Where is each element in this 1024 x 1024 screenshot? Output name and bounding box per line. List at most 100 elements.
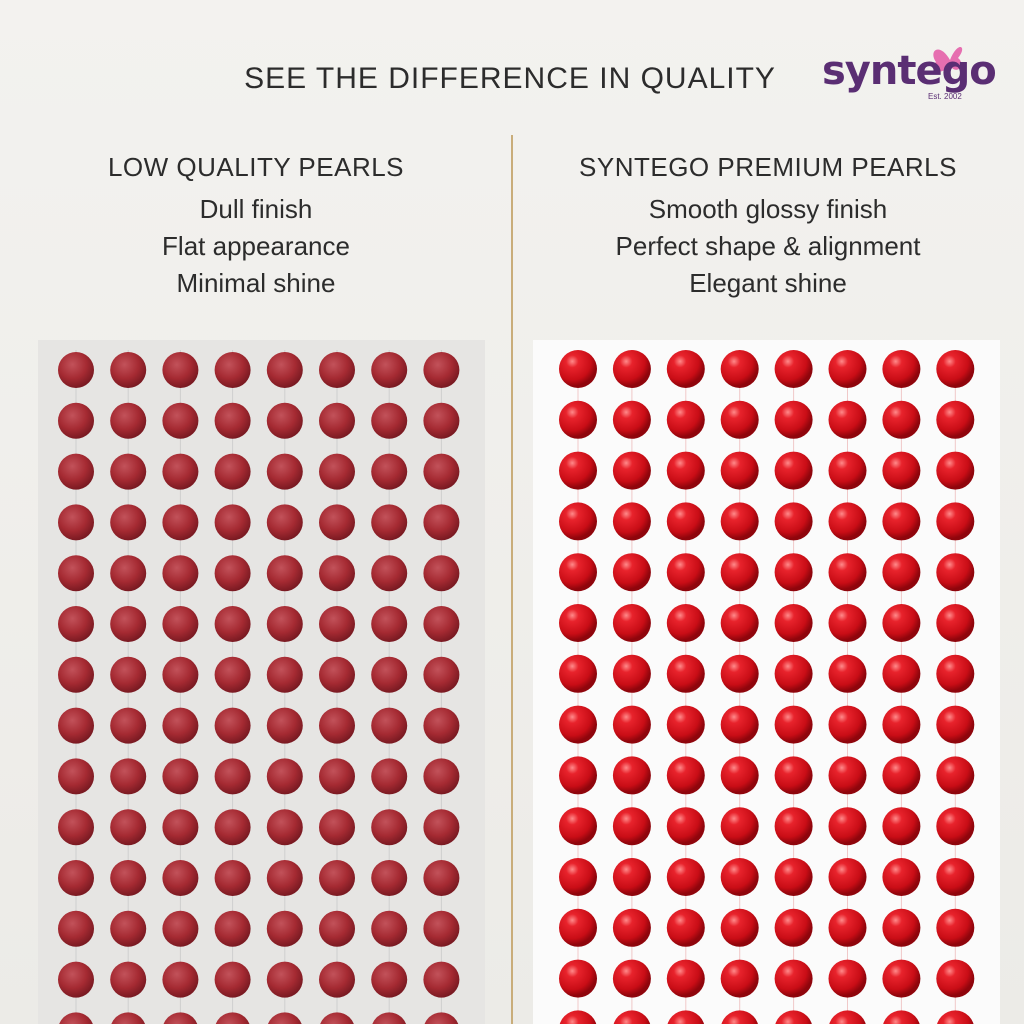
pearl <box>666 858 705 896</box>
feature: Perfect shape & alignment <box>615 231 921 261</box>
pearl <box>612 858 651 896</box>
pearl <box>214 402 251 439</box>
pearl <box>720 858 759 896</box>
pearl <box>319 352 355 388</box>
pearl <box>266 352 303 388</box>
pearl <box>882 959 921 998</box>
pearl <box>936 908 975 947</box>
pearl <box>666 654 705 693</box>
brand-logo: syntego <box>822 48 997 94</box>
left-column: LOW QUALITY PEARLS Dull finish Flat appe… <box>6 152 506 302</box>
pearl <box>162 707 199 744</box>
pearl <box>319 402 355 439</box>
pearl <box>372 1012 407 1024</box>
pearl <box>266 809 303 846</box>
pearl <box>720 502 759 541</box>
pearl <box>162 555 199 592</box>
pearl <box>612 756 651 795</box>
pearl <box>214 352 251 388</box>
pearl <box>214 606 251 642</box>
pearl <box>882 553 921 592</box>
pearl <box>371 606 408 642</box>
pearl <box>423 352 460 388</box>
pearl <box>214 504 251 541</box>
pearl <box>612 959 651 998</box>
pearl <box>162 656 199 693</box>
pearl <box>371 555 408 592</box>
pearl <box>215 1012 250 1024</box>
pearl <box>828 858 867 896</box>
pearl <box>774 858 813 896</box>
pearl <box>774 400 813 439</box>
pearl <box>58 504 94 541</box>
pearl <box>424 1012 459 1024</box>
pearl <box>266 758 303 795</box>
pearl <box>882 400 921 439</box>
pearl <box>267 1012 302 1024</box>
pearl <box>110 758 147 795</box>
pearl <box>559 451 597 490</box>
pearl <box>882 858 921 896</box>
pearl <box>162 961 199 998</box>
pearl <box>828 451 867 490</box>
pearl <box>666 756 705 795</box>
pearl <box>162 910 199 947</box>
pearl <box>774 604 813 642</box>
pearl <box>936 756 975 795</box>
pearl <box>720 350 759 388</box>
pearl <box>882 350 921 388</box>
pearl <box>666 807 705 846</box>
pearl <box>423 860 460 896</box>
pearl <box>110 910 147 947</box>
pearl <box>559 807 597 846</box>
pearl <box>720 604 759 642</box>
pearl <box>666 502 705 541</box>
pearl <box>720 451 759 490</box>
pearl <box>936 604 975 642</box>
pearl <box>559 705 597 744</box>
pearl <box>371 910 408 947</box>
pearl <box>720 705 759 744</box>
pearl <box>937 1010 974 1024</box>
pearl <box>266 453 303 490</box>
pearl <box>423 961 460 998</box>
pearl <box>720 553 759 592</box>
pearl <box>612 807 651 846</box>
pearl <box>423 606 460 642</box>
pearl <box>266 606 303 642</box>
pearl <box>423 402 460 439</box>
pearl <box>266 402 303 439</box>
pearl <box>214 809 251 846</box>
pearl <box>936 400 975 439</box>
pearl <box>559 350 597 388</box>
pearl <box>110 555 147 592</box>
pearl <box>559 908 597 947</box>
pearl <box>936 553 975 592</box>
pearl <box>214 707 251 744</box>
pearl <box>371 453 408 490</box>
pearl <box>110 860 147 896</box>
pearl <box>828 400 867 439</box>
pearl <box>612 908 651 947</box>
pearl <box>110 402 147 439</box>
pearl <box>774 908 813 947</box>
pearl <box>214 656 251 693</box>
pearl <box>775 1010 812 1024</box>
pearl <box>58 606 94 642</box>
pearl <box>774 705 813 744</box>
pearl <box>666 908 705 947</box>
pearl <box>559 502 597 541</box>
pearl <box>371 860 408 896</box>
pearl <box>320 1012 354 1024</box>
pearl <box>319 809 355 846</box>
pearl <box>319 453 355 490</box>
pearl <box>882 604 921 642</box>
pearl <box>162 453 199 490</box>
pearl <box>936 705 975 744</box>
pearl <box>110 707 147 744</box>
pearl <box>666 350 705 388</box>
pearl <box>613 1010 651 1024</box>
pearl <box>882 908 921 947</box>
pearl <box>667 1010 705 1024</box>
